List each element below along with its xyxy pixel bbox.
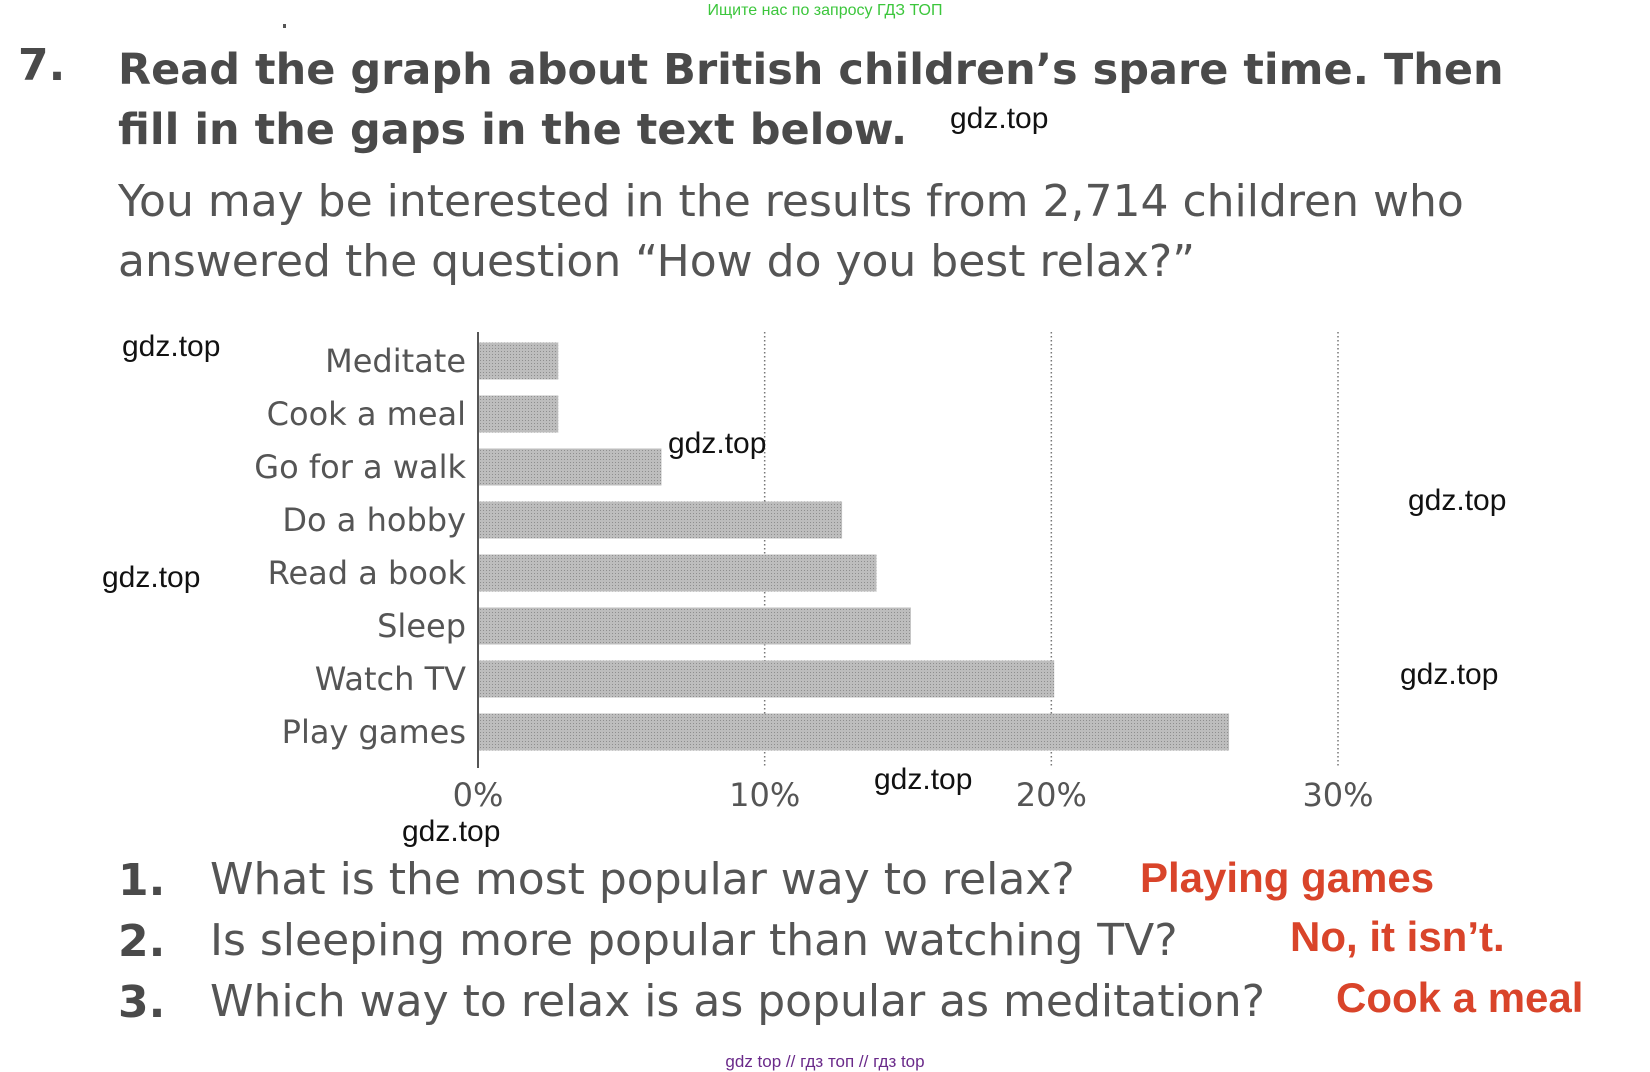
answer-text: No, it isn’t. xyxy=(1290,913,1505,960)
category-label: Play games xyxy=(282,713,466,751)
bar-chart: Meditate Cook a meal Go for a walk Do a hob… xyxy=(254,332,1374,814)
intro-line-2: answered the question “How do you best r… xyxy=(118,236,1196,287)
watermark: gdz.top xyxy=(950,102,1049,135)
scan-mark xyxy=(283,24,286,28)
question-number: 2. xyxy=(118,916,166,967)
x-tick-label: 30% xyxy=(1302,776,1373,814)
bar xyxy=(478,448,662,486)
category-label: Sleep xyxy=(377,607,466,645)
top-note: Ищите нас по запросу ГДЗ ТОП xyxy=(707,2,943,19)
watermark: gdz.top xyxy=(122,330,221,363)
question-text: Is sleeping more popular than watching T… xyxy=(210,915,1178,966)
question-text: What is the most popular way to relax? xyxy=(210,854,1075,905)
category-label: Go for a walk xyxy=(254,448,466,486)
exercise-title-line-1: Read the graph about British children’s … xyxy=(118,45,1504,95)
exercise-title: Read the graph about British children’s … xyxy=(118,40,1504,160)
watermark: gdz.top xyxy=(1408,484,1507,517)
watermark: gdz.top xyxy=(1400,658,1499,691)
answer-text: Playing games xyxy=(1140,854,1435,901)
watermark: gdz.top xyxy=(402,815,501,848)
category-label: Read a book xyxy=(268,554,467,592)
question-text: Which way to relax is as popular as medi… xyxy=(210,976,1265,1027)
bar xyxy=(478,395,559,433)
question-number: 3. xyxy=(118,977,166,1028)
x-tick-label: 20% xyxy=(1016,776,1087,814)
bar xyxy=(478,554,877,592)
answer-text: Cook a meal xyxy=(1336,974,1584,1021)
watermark: gdz.top xyxy=(668,427,767,460)
exercise-number: 7. xyxy=(18,40,66,91)
footer-note: gdz top // гдз топ // гдз top xyxy=(725,1052,925,1071)
category-label: Watch TV xyxy=(315,660,466,698)
exercise-title-line-2: fill in the gaps in the text below. xyxy=(118,105,908,155)
category-label: Do a hobby xyxy=(282,501,466,539)
watermark: gdz.top xyxy=(874,763,973,796)
category-label: Cook a meal xyxy=(267,395,466,433)
bar xyxy=(478,501,843,539)
x-tick-label: 0% xyxy=(453,776,504,814)
watermark: gdz.top xyxy=(102,561,201,594)
bar xyxy=(478,660,1055,698)
bar xyxy=(478,342,559,380)
bar xyxy=(478,607,911,645)
category-label: Meditate xyxy=(325,342,466,380)
question-number: 1. xyxy=(118,855,166,906)
bar xyxy=(478,713,1230,751)
exercise-intro: You may be interested in the results fro… xyxy=(118,172,1464,292)
intro-line-1: You may be interested in the results fro… xyxy=(118,176,1464,227)
x-tick-label: 10% xyxy=(729,776,800,814)
